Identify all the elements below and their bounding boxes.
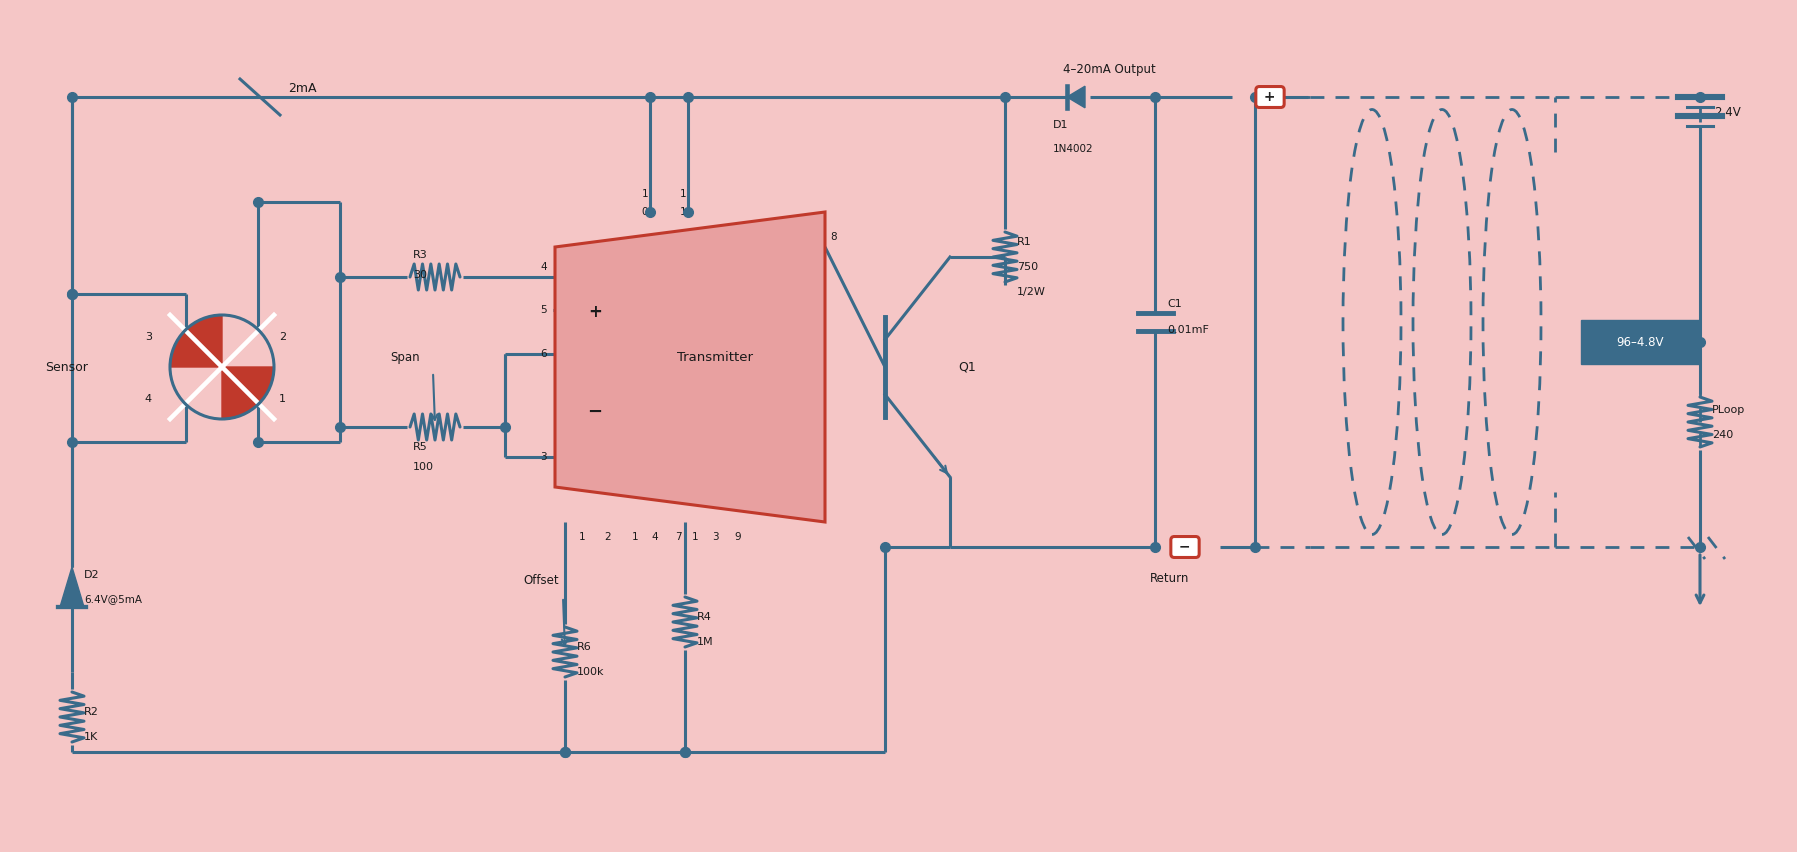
Text: 3: 3 bbox=[712, 532, 719, 542]
Polygon shape bbox=[555, 212, 825, 522]
Text: 8: 8 bbox=[830, 232, 837, 242]
Text: Q1: Q1 bbox=[958, 360, 976, 373]
Text: R5: R5 bbox=[413, 442, 428, 452]
Text: 4–20mA Output: 4–20mA Output bbox=[1064, 62, 1155, 76]
Polygon shape bbox=[223, 367, 273, 419]
Text: 7: 7 bbox=[674, 532, 681, 542]
Text: 3: 3 bbox=[146, 332, 153, 342]
Text: 3: 3 bbox=[541, 452, 546, 462]
FancyBboxPatch shape bbox=[1581, 320, 1698, 364]
Text: 4: 4 bbox=[652, 532, 658, 542]
Text: 240: 240 bbox=[1713, 430, 1734, 440]
Text: +: + bbox=[1260, 90, 1281, 104]
Text: −: − bbox=[1173, 540, 1195, 554]
Text: R1: R1 bbox=[1017, 237, 1031, 247]
Text: −: − bbox=[588, 403, 602, 421]
Text: 1K: 1K bbox=[84, 732, 99, 742]
Text: 1: 1 bbox=[642, 189, 649, 199]
Text: 30: 30 bbox=[413, 270, 428, 280]
Text: 2.4V: 2.4V bbox=[1714, 106, 1741, 118]
Text: R2: R2 bbox=[84, 707, 99, 717]
Text: R6: R6 bbox=[577, 642, 591, 652]
Text: PLoop: PLoop bbox=[1713, 405, 1745, 415]
Text: 1: 1 bbox=[679, 207, 686, 217]
Text: 750: 750 bbox=[1017, 262, 1039, 272]
Polygon shape bbox=[1067, 86, 1085, 108]
Text: 6: 6 bbox=[541, 349, 546, 359]
Text: 1/2W: 1/2W bbox=[1017, 287, 1046, 297]
Text: 9: 9 bbox=[735, 532, 742, 542]
Text: 2mA: 2mA bbox=[288, 83, 316, 95]
Text: 1: 1 bbox=[633, 532, 638, 542]
Text: Span: Span bbox=[390, 350, 420, 364]
Text: 1N4002: 1N4002 bbox=[1053, 144, 1094, 154]
Text: D2: D2 bbox=[84, 570, 99, 580]
Text: 6.4V@5mA: 6.4V@5mA bbox=[84, 594, 142, 604]
Text: 5: 5 bbox=[541, 305, 546, 315]
Text: 0: 0 bbox=[642, 207, 649, 217]
Text: 4: 4 bbox=[146, 394, 153, 404]
Text: 1: 1 bbox=[279, 394, 286, 404]
Text: 100: 100 bbox=[413, 462, 435, 472]
Text: Return: Return bbox=[1150, 573, 1190, 585]
Text: 4: 4 bbox=[541, 262, 546, 272]
Text: 1: 1 bbox=[579, 532, 586, 542]
Polygon shape bbox=[59, 567, 84, 607]
Text: 2: 2 bbox=[604, 532, 611, 542]
Text: 1M: 1M bbox=[697, 637, 713, 647]
Text: R4: R4 bbox=[697, 612, 712, 622]
Text: D1: D1 bbox=[1053, 120, 1069, 130]
Text: +: + bbox=[588, 303, 602, 321]
Text: Sensor: Sensor bbox=[45, 360, 88, 373]
Text: Offset: Offset bbox=[523, 573, 559, 586]
Text: R3: R3 bbox=[413, 250, 428, 260]
Text: 1: 1 bbox=[679, 189, 686, 199]
Text: 100k: 100k bbox=[577, 667, 604, 677]
Text: Transmitter: Transmitter bbox=[677, 350, 753, 364]
Text: 1: 1 bbox=[692, 532, 699, 542]
Text: 96–4.8V: 96–4.8V bbox=[1616, 336, 1664, 348]
Text: 0.01mF: 0.01mF bbox=[1166, 325, 1209, 335]
Text: C1: C1 bbox=[1166, 299, 1182, 309]
Text: 2: 2 bbox=[279, 332, 286, 342]
Polygon shape bbox=[171, 315, 223, 367]
